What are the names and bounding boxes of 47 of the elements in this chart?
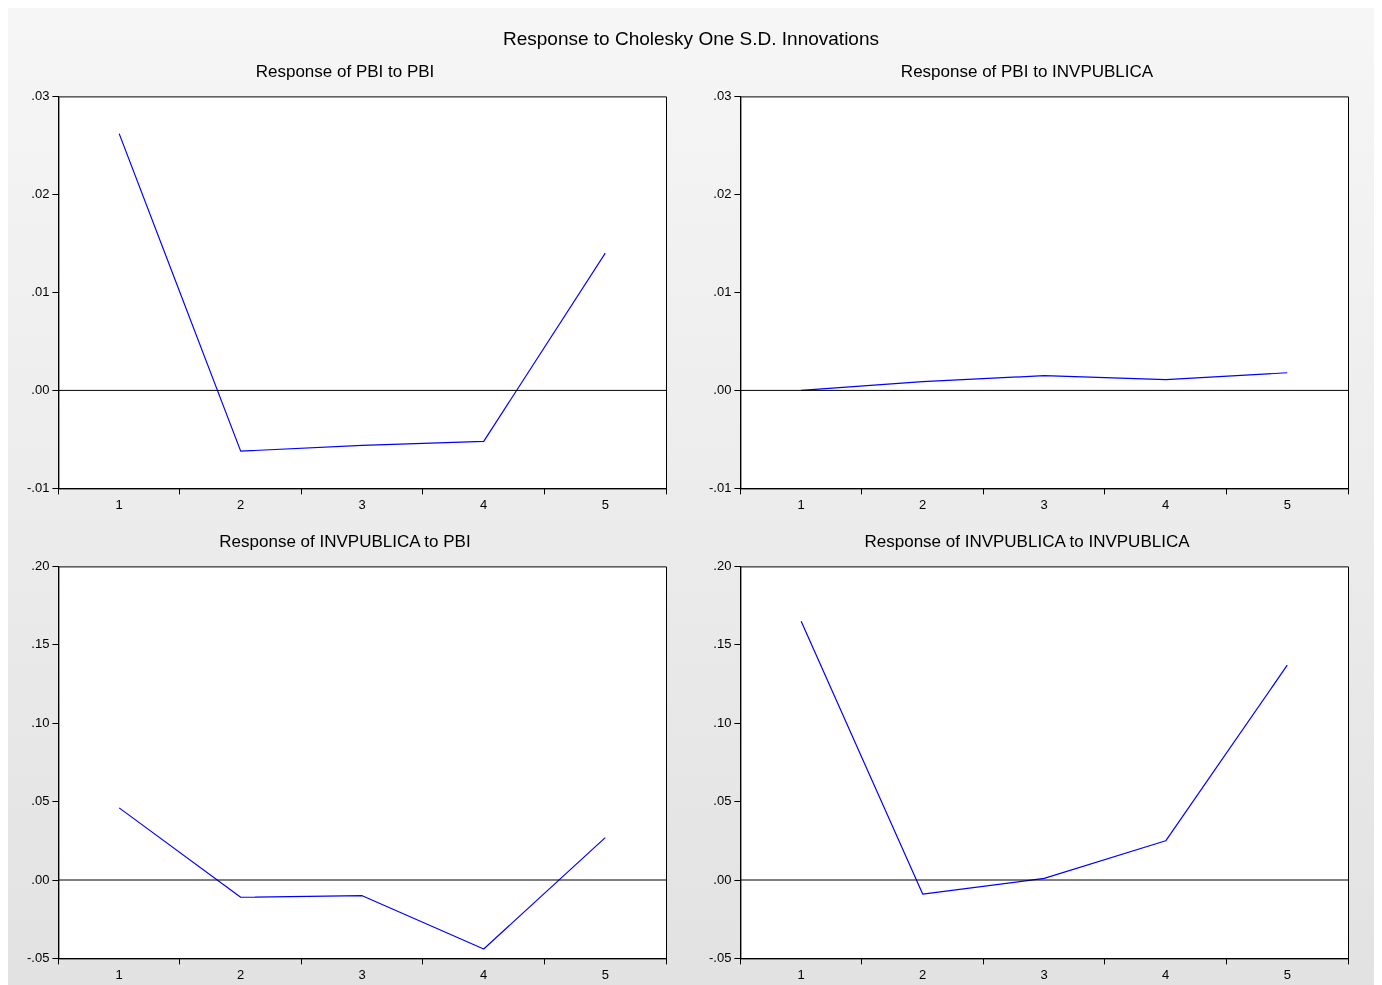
x-tick-label: 1 (115, 496, 123, 512)
y-tick-label: .05 (31, 793, 50, 809)
y-tick-label: .20 (713, 557, 732, 573)
chart-title: Response of INVPUBLICA to INVPUBLICA (864, 531, 1191, 551)
x-tick-label: 4 (1162, 496, 1170, 512)
x-tick-label: 2 (237, 966, 245, 982)
y-tick-label: .15 (713, 636, 732, 652)
text: Response to Cholesky One S.D. Innovations (502, 28, 880, 50)
y-tick-label: .01 (31, 283, 50, 299)
y-tick-label: .03 (713, 87, 732, 103)
x-tick-label: 1 (797, 496, 805, 512)
y-tick-label: -.05 (708, 949, 732, 965)
y-tick-label: .02 (713, 185, 732, 201)
chart-title: Response of INVPUBLICA to PBI (219, 531, 471, 551)
x-tick-label: 2 (919, 966, 927, 982)
x-tick-label: 3 (1040, 496, 1048, 512)
chart-title: Response of PBI to INVPUBLICA (900, 61, 1154, 81)
y-tick-label: -.01 (708, 479, 732, 495)
chart-title: Response of PBI to PBI (255, 61, 435, 81)
x-tick-label: 3 (1040, 966, 1048, 982)
y-tick-label: .01 (713, 283, 732, 299)
y-tick-label: -.05 (26, 949, 50, 965)
x-tick-label: 3 (358, 966, 366, 982)
y-tick-label: .10 (713, 714, 732, 730)
y-tick-label: .05 (713, 793, 732, 809)
x-tick-label: 4 (480, 496, 488, 512)
y-tick-label: .20 (31, 557, 50, 573)
x-tick-label: 4 (1162, 966, 1170, 982)
y-tick-label: .03 (31, 87, 50, 103)
x-tick-label: 5 (601, 966, 609, 982)
x-tick-label: 5 (1283, 966, 1291, 982)
y-tick-label: -.01 (26, 479, 50, 495)
x-tick-label: 1 (115, 966, 123, 982)
y-tick-label: .00 (713, 381, 732, 397)
x-tick-label: 5 (1283, 496, 1291, 512)
y-tick-label: .00 (31, 871, 50, 887)
y-tick-label: .15 (31, 636, 50, 652)
y-tick-label: .02 (31, 185, 50, 201)
y-tick-label: .10 (31, 714, 50, 730)
x-tick-label: 2 (237, 496, 245, 512)
x-tick-label: 3 (358, 496, 366, 512)
y-tick-label: .00 (31, 381, 50, 397)
x-tick-label: 2 (919, 496, 927, 512)
x-tick-label: 5 (601, 496, 609, 512)
x-tick-label: 4 (480, 966, 488, 982)
x-tick-label: 1 (797, 966, 805, 982)
y-tick-label: .00 (713, 871, 732, 887)
